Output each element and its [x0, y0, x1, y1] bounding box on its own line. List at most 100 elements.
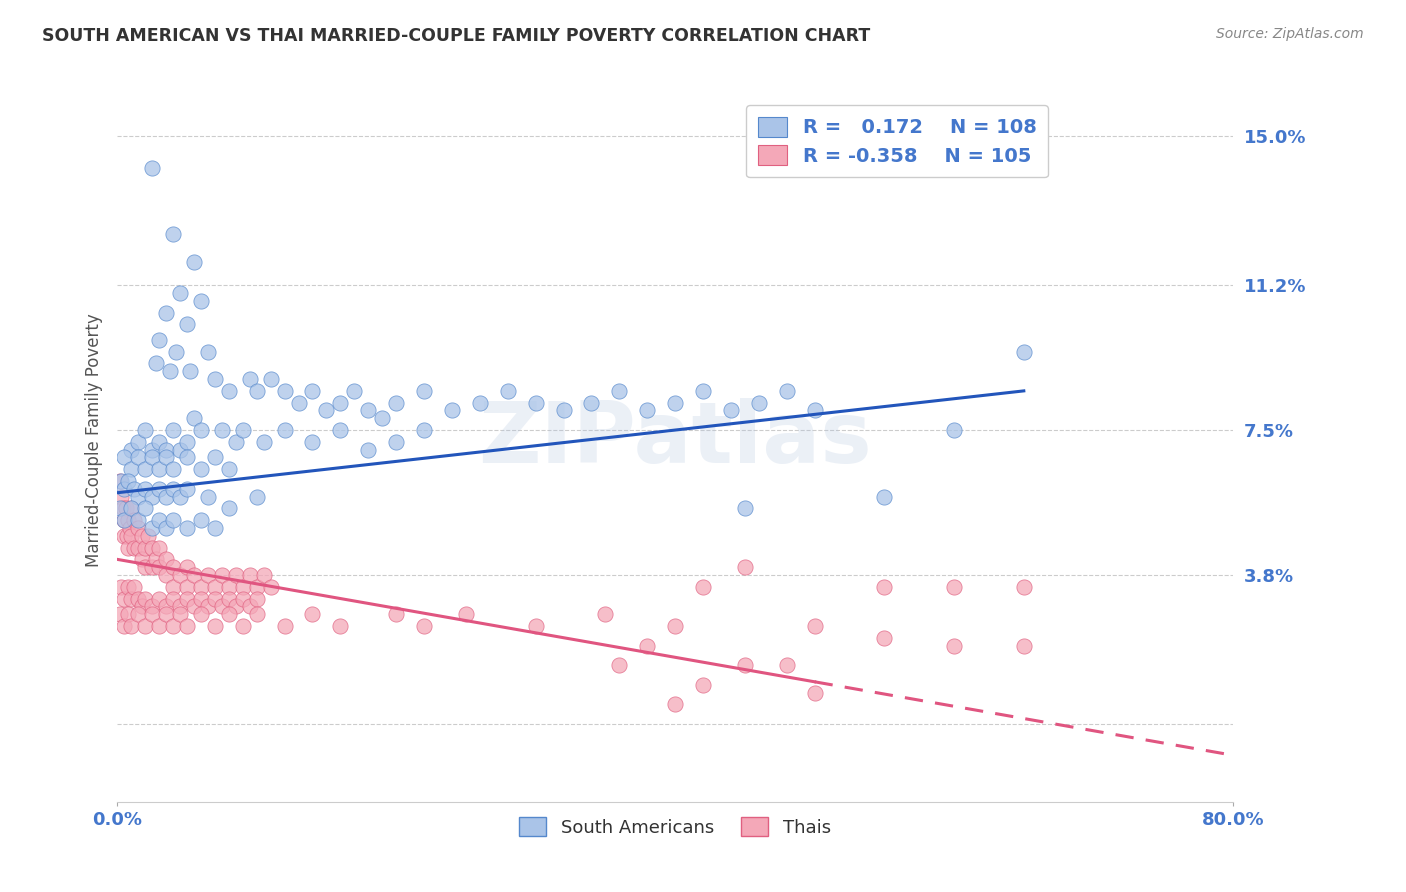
Point [122, 580, 145, 594]
Point [148, 619, 170, 633]
Point [145, 356, 167, 370]
Point [127, 490, 149, 504]
Point [259, 580, 281, 594]
Y-axis label: Married-Couple Family Poverty: Married-Couple Family Poverty [86, 313, 103, 566]
Point [120, 442, 142, 457]
Text: Source: ZipAtlas.com: Source: ZipAtlas.com [1216, 27, 1364, 41]
Point [197, 599, 219, 614]
Point [301, 607, 323, 622]
Point [134, 423, 156, 437]
Point [595, 607, 617, 622]
Point [162, 423, 184, 437]
Point [127, 591, 149, 606]
Point [148, 591, 170, 606]
Point [162, 619, 184, 633]
Point [664, 698, 686, 712]
Point [776, 658, 799, 673]
Point [110, 490, 132, 504]
Point [357, 403, 380, 417]
Point [134, 541, 156, 555]
Point [553, 403, 575, 417]
Point [148, 482, 170, 496]
Point [122, 482, 145, 496]
Point [141, 450, 163, 465]
Point [357, 442, 380, 457]
Point [253, 434, 276, 449]
Point [122, 513, 145, 527]
Point [1012, 580, 1035, 594]
Point [134, 560, 156, 574]
Point [134, 591, 156, 606]
Point [190, 607, 212, 622]
Point [190, 513, 212, 527]
Point [176, 318, 198, 332]
Point [253, 568, 276, 582]
Text: ZIPatlas: ZIPatlas [478, 399, 872, 482]
Point [176, 560, 198, 574]
Point [117, 513, 139, 527]
Point [141, 161, 163, 175]
Point [329, 423, 352, 437]
Point [112, 482, 135, 496]
Point [155, 607, 177, 622]
Point [110, 580, 132, 594]
Point [197, 490, 219, 504]
Point [120, 529, 142, 543]
Point [190, 423, 212, 437]
Point [134, 482, 156, 496]
Point [162, 227, 184, 242]
Point [115, 529, 138, 543]
Point [385, 395, 408, 409]
Point [108, 607, 131, 622]
Point [873, 580, 896, 594]
Point [211, 423, 233, 437]
Point [155, 552, 177, 566]
Point [122, 541, 145, 555]
Point [155, 599, 177, 614]
Point [803, 685, 825, 699]
Point [664, 619, 686, 633]
Point [218, 501, 240, 516]
Point [131, 552, 153, 566]
Point [197, 568, 219, 582]
Point [943, 639, 966, 653]
Point [127, 541, 149, 555]
Point [148, 513, 170, 527]
Point [131, 599, 153, 614]
Point [225, 599, 247, 614]
Point [169, 285, 191, 300]
Point [162, 462, 184, 476]
Point [246, 384, 269, 398]
Point [197, 344, 219, 359]
Point [329, 619, 352, 633]
Point [169, 442, 191, 457]
Point [117, 607, 139, 622]
Point [239, 568, 262, 582]
Point [190, 591, 212, 606]
Point [145, 552, 167, 566]
Point [127, 434, 149, 449]
Point [134, 462, 156, 476]
Point [239, 599, 262, 614]
Point [176, 482, 198, 496]
Point [155, 568, 177, 582]
Point [454, 607, 477, 622]
Point [190, 462, 212, 476]
Point [183, 254, 205, 268]
Point [204, 372, 226, 386]
Point [148, 333, 170, 347]
Point [127, 513, 149, 527]
Point [218, 384, 240, 398]
Point [108, 474, 131, 488]
Point [176, 434, 198, 449]
Point [246, 591, 269, 606]
Point [127, 450, 149, 465]
Point [413, 619, 436, 633]
Point [127, 607, 149, 622]
Point [114, 501, 136, 516]
Point [343, 384, 366, 398]
Point [218, 607, 240, 622]
Point [165, 344, 187, 359]
Point [169, 490, 191, 504]
Point [1012, 344, 1035, 359]
